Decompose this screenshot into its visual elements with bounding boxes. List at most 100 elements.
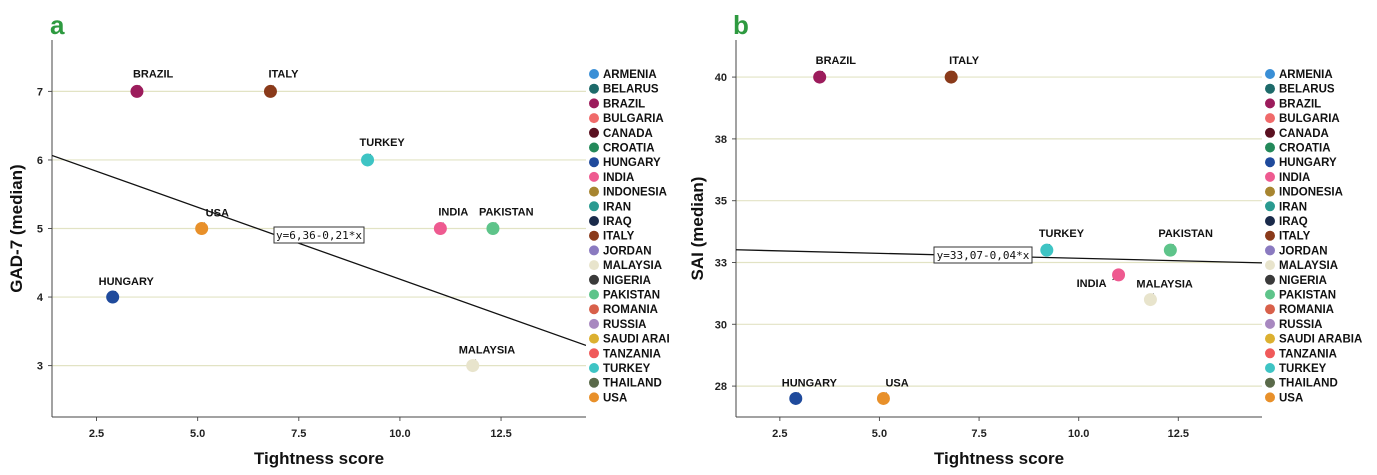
legend-swatch [589, 318, 599, 329]
legend-swatch [1265, 392, 1275, 403]
legend-label: INDIA [603, 172, 634, 184]
legend-label: BELARUS [603, 84, 659, 96]
legend-swatch [1265, 274, 1275, 285]
legend-swatch [1265, 113, 1275, 124]
legend-swatch [589, 230, 599, 241]
data-point [1163, 243, 1177, 257]
legend-label: SAUDI ARABIA [1279, 334, 1362, 346]
legend-label: INDONESIA [603, 187, 667, 199]
data-point [433, 222, 447, 235]
legend-swatch [589, 363, 599, 373]
legend-label: ROMANIA [1279, 304, 1334, 316]
legend-label: MALAYSIA [1279, 260, 1338, 272]
legend-label: BRAZIL [1279, 98, 1321, 110]
point-label: HUNGARY [99, 276, 155, 288]
legend-swatch [1265, 304, 1275, 315]
legend-swatch [589, 186, 599, 197]
legend-swatch [1265, 377, 1275, 388]
legend-label: IRAN [1279, 201, 1307, 213]
data-point [106, 290, 120, 304]
legend-label: ARMENIA [1279, 69, 1333, 81]
y-tick-label: 7 [37, 86, 43, 98]
legend-label: NIGERIA [1279, 275, 1327, 287]
fit-equation-label: y=6,36-0,21*x [276, 229, 362, 242]
y-axis-title: SAI (median) [688, 177, 707, 281]
equation-box [273, 226, 365, 244]
legend-label: JORDAN [603, 245, 652, 257]
legend-label: TANZANIA [1279, 348, 1337, 360]
legend-swatch [589, 333, 599, 344]
data-point [813, 70, 827, 84]
legend-swatch [1265, 69, 1275, 79]
legend-swatch [589, 127, 599, 138]
y-tick-label: 4 [37, 292, 44, 304]
y-axis-title: GAD-7 (median) [7, 164, 26, 292]
legend-label: CROATIA [1279, 143, 1331, 155]
legend-label: SAUDI ARAI [603, 334, 670, 346]
legend-label: INDIA [1279, 172, 1310, 184]
legend-swatch [1265, 245, 1275, 256]
legend-label: RUSSIA [603, 319, 646, 331]
legend-label: IRAQ [1279, 216, 1308, 228]
equation-box [933, 246, 1033, 264]
legend-swatch [1265, 333, 1275, 344]
legend-label: PAKISTAN [603, 290, 660, 302]
y-tick-label: 3 [37, 361, 43, 373]
legend-label: BULGARIA [1279, 113, 1340, 125]
point-label: HUNGARY [782, 377, 838, 389]
y-tick-label: 5 [37, 224, 43, 236]
legend-swatch [1265, 230, 1275, 241]
legend-label: CANADA [1279, 128, 1329, 140]
x-tick-label: 12.5 [490, 428, 511, 440]
point-label: BRAZIL [816, 55, 857, 67]
data-point [466, 359, 480, 373]
point-label: ITALY [268, 68, 299, 80]
point-label: INDIA [1077, 278, 1107, 290]
legend-swatch [589, 274, 599, 285]
x-tick-label: 5.0 [872, 428, 887, 440]
legend-swatch [589, 216, 599, 226]
legend-label: MALAYSIA [603, 260, 662, 272]
y-tick-label: 30 [715, 319, 727, 331]
legend-swatch [1265, 216, 1275, 226]
legend-label: CANADA [603, 128, 653, 140]
point-label: TURKEY [1039, 228, 1085, 240]
x-tick-label: 2.5 [89, 428, 104, 440]
data-point [789, 391, 803, 405]
legend-swatch [1265, 201, 1275, 212]
legend-swatch [1265, 127, 1275, 138]
legend-swatch [1265, 289, 1275, 300]
legend-swatch [1265, 186, 1275, 197]
legend-label: BRAZIL [603, 98, 645, 110]
legend-swatch [589, 69, 599, 79]
legend-label: USA [603, 392, 627, 404]
legend-swatch [1265, 363, 1275, 373]
x-tick-label: 7.5 [291, 428, 306, 440]
y-tick-label: 28 [715, 381, 727, 393]
legend-label: THAILAND [1279, 378, 1338, 390]
y-tick-label: 40 [715, 72, 727, 84]
y-tick-label: 33 [715, 257, 727, 269]
legend-swatch [1265, 260, 1275, 271]
point-label: ITALY [949, 55, 980, 67]
data-point [195, 222, 209, 235]
legend-label: INDONESIA [1279, 187, 1343, 199]
legend-swatch [1265, 318, 1275, 329]
point-label: PAKISTAN [479, 207, 534, 219]
legend-label: ROMANIA [603, 304, 658, 316]
y-tick-label: 35 [715, 196, 727, 208]
legend-swatch [1265, 83, 1275, 94]
legend-swatch [589, 157, 599, 168]
legend-swatch [589, 171, 599, 182]
legend-swatch [1265, 348, 1275, 359]
x-axis-title: Tightness score [934, 449, 1064, 468]
legend-swatch [1265, 157, 1275, 168]
legend-swatch [589, 245, 599, 256]
data-point [130, 84, 144, 98]
legend-swatch [589, 377, 599, 388]
legend-label: PAKISTAN [1279, 290, 1336, 302]
legend-label: HUNGARY [603, 157, 661, 169]
legend-label: IRAN [603, 201, 631, 213]
x-tick-label: 5.0 [190, 428, 205, 440]
